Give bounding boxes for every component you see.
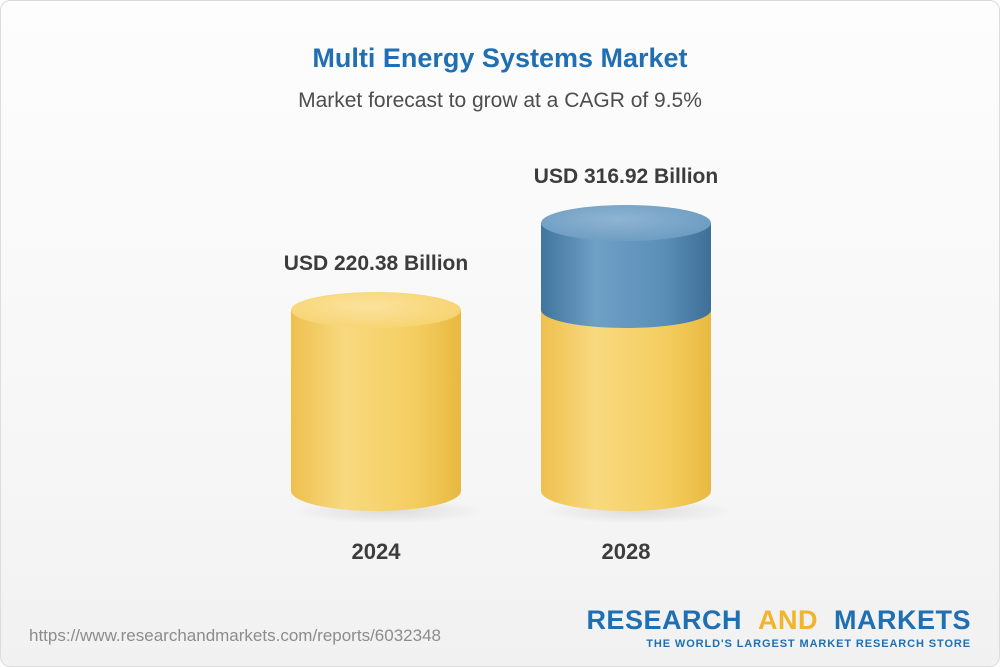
- logo-wordmark: RESEARCH AND MARKETS: [586, 605, 971, 636]
- bar-2028-year-label: 2028: [601, 539, 651, 564]
- logo-word-and: AND: [757, 605, 818, 635]
- logo-word-markets: MARKETS: [834, 605, 971, 635]
- report-url-link[interactable]: https://www.researchandmarkets.com/repor…: [29, 626, 441, 645]
- bar-2024-body: [291, 310, 461, 511]
- bar-2028-top-cap: [541, 205, 711, 241]
- research-and-markets-logo: RESEARCH AND MARKETS THE WORLD'S LARGEST…: [586, 605, 971, 650]
- bar-2028-value-label: USD 316.92 Billion: [533, 165, 719, 188]
- logo-word-research: RESEARCH: [586, 605, 742, 635]
- logo-tagline: THE WORLD'S LARGEST MARKET RESEARCH STOR…: [646, 638, 971, 650]
- bar-2024-value-label: USD 220.38 Billion: [283, 252, 469, 275]
- chart-title: Multi Energy Systems Market: [312, 43, 688, 73]
- bar-2024-year-label: 2024: [351, 539, 401, 564]
- bar-2024-top-cap: [291, 292, 461, 328]
- chart-subtitle: Market forecast to grow at a CAGR of 9.5…: [298, 89, 702, 112]
- bar-2028-base-segment: [541, 310, 711, 511]
